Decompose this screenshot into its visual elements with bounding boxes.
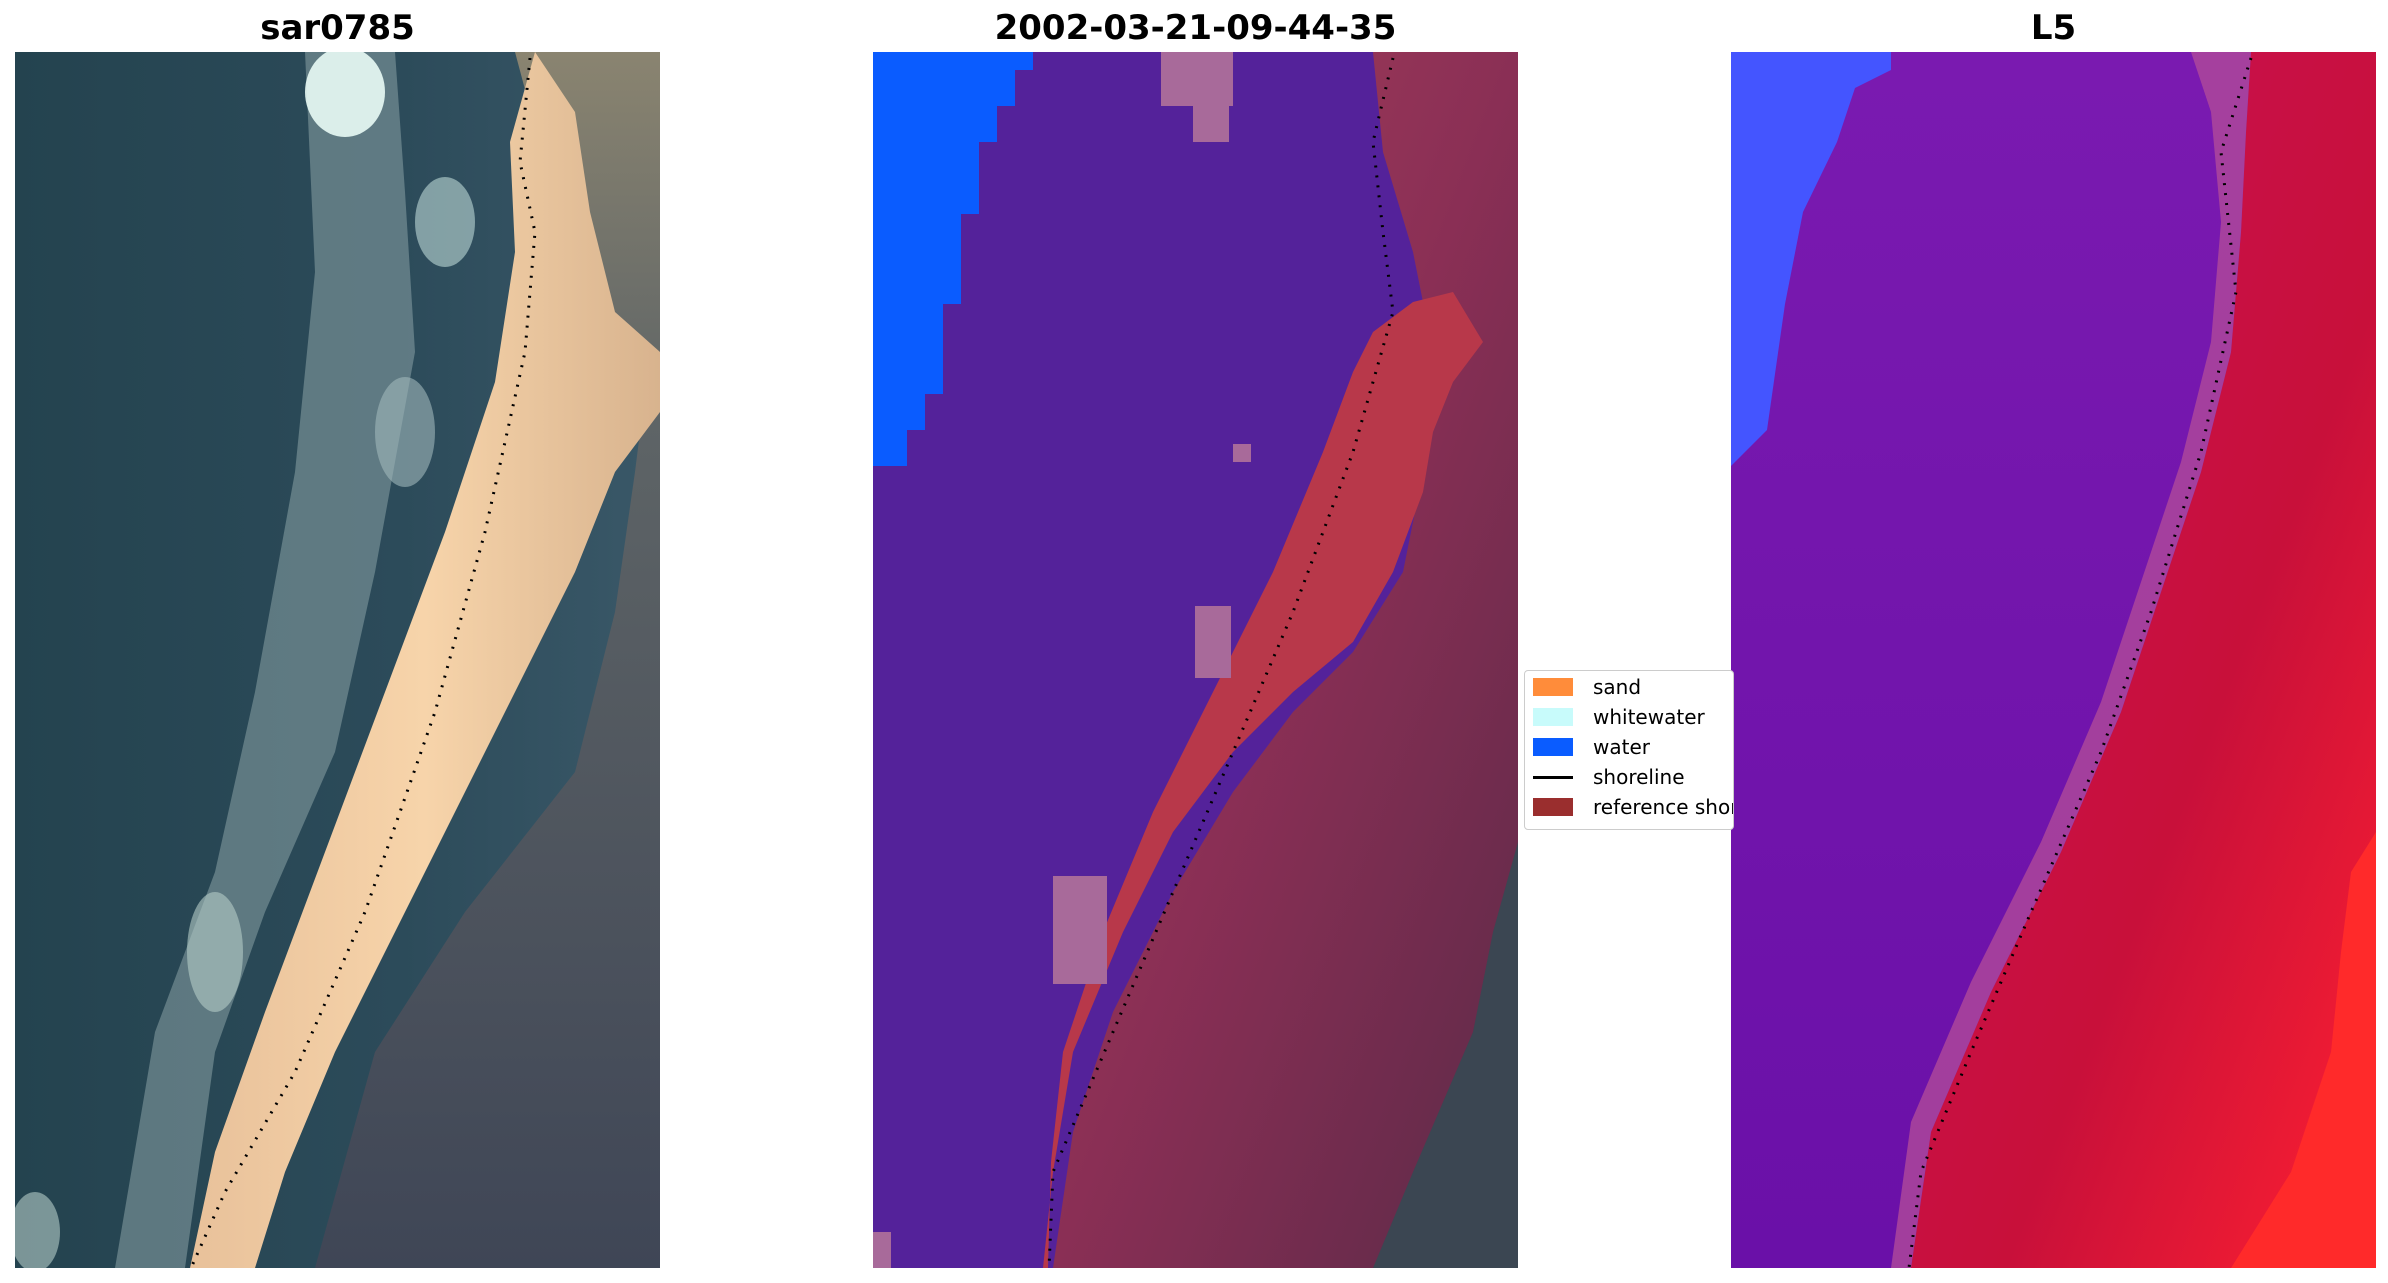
legend-label: water [1593,735,1650,759]
classification-svg [873,52,1518,1268]
index-blue-region [1731,52,1891,466]
class-patch [1161,52,1233,106]
legend-label: whitewater [1593,705,1705,729]
class-patch [873,1232,891,1268]
whitewater-swatch [1533,708,1573,726]
classification-image [873,52,1518,1268]
legend-label: shoreline [1593,765,1685,789]
rgb-land [315,52,660,1268]
legend: sand whitewater water shoreline referenc… [1524,670,1734,830]
legend-item-water: water [1533,733,1650,761]
class-patch [1193,106,1229,142]
panel-title: L5 [2030,8,2077,48]
rgb-image-svg [15,52,660,1268]
class-patch [1053,876,1107,984]
index-shoreline [1907,57,2253,1268]
rgb-shoreline [189,57,537,1268]
index-image [1731,52,2376,1268]
rgb-sand [190,52,660,1268]
class-land [1053,52,1518,1268]
panel-title: 2002-03-21-09-44-35 [994,8,1397,48]
legend-item-sand: sand [1533,673,1641,701]
class-shoreline [1047,57,1395,1268]
index-bright-red [2231,832,2376,1268]
legend-label: sand [1593,675,1642,699]
class-patch [1195,606,1231,678]
legend-item-shoreline: shoreline [1533,763,1685,791]
index-transition [1891,52,2251,1268]
legend-label: reference shoreline [1593,795,1734,819]
water-swatch [1533,738,1573,756]
class-sand-overlay [1043,292,1483,1268]
legend-item-reference-shoreline: reference shoreline [1533,793,1734,821]
index-land [1911,52,2376,1268]
panel-title: sar0785 [260,8,415,48]
class-patch [1233,444,1251,462]
class-ocean-region [873,52,1033,466]
reference-shoreline-swatch [1533,798,1573,816]
rgb-image [15,52,660,1268]
shoreline-swatch [1533,775,1573,779]
sand-swatch [1533,678,1573,696]
legend-item-whitewater: whitewater [1533,703,1705,731]
class-grey-land [1373,842,1518,1268]
index-svg [1731,52,2376,1268]
